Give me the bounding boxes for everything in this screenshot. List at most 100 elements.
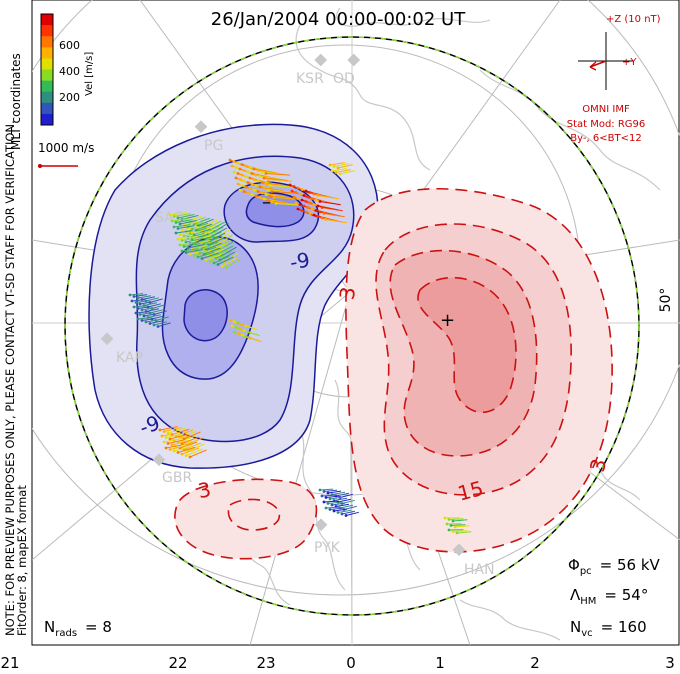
velocity-vector-origin [220,264,224,268]
mlt-label-21: 21 [0,654,19,672]
velocity-vector-origin [188,252,192,256]
velocity-vector-origin [134,301,138,304]
velocity-vector-origin [242,169,246,172]
velocity-vector-origin [182,234,186,238]
velocity-vector [323,213,345,218]
velocity-vector [199,224,216,232]
velocity-vector [215,250,232,259]
velocity-vector [205,242,222,250]
velocity-vector-origin [246,181,250,184]
nrads-symbol: N [44,618,55,636]
neg-contour-core-c [245,192,305,228]
velocity-vector [201,241,218,249]
velocity-vector-origin [248,187,252,190]
velocity-vector-origin [328,163,332,167]
velocity-vector-origin [320,494,324,498]
velocity-vector-origin [246,191,250,195]
pos-contour-label-4: 3 [585,456,611,475]
velocity-vector [327,501,342,504]
velocity-vector-origin [447,528,451,532]
nrads-subscript: rads [55,628,77,639]
velocity-vector [211,249,228,258]
imf-dial: +Z (10 nT) +Y OMNI IMF Stat Mod: RG96 By… [567,14,661,144]
velocity-vector-origin [308,201,312,205]
velocity-vector-origin [184,251,188,254]
velocity-vector-origin [136,296,140,300]
fit-order-note: FitOrder: 8, mapEX format [15,485,29,636]
velocity-vector [271,191,296,194]
pos-contour-label-2: 3 [196,477,213,503]
velocity-vector-origin [292,185,296,188]
velocity-vector [325,495,340,498]
imf-y-label: +Y [622,57,637,68]
velocity-vector-origin [178,243,182,247]
velocity-vector-origin [192,254,196,257]
potential-minimum-marker: – [262,192,271,213]
velocity-vector-origin [224,266,228,269]
colorbar-swatch [41,14,53,26]
velocity-vector [137,317,152,320]
velocity-vector [217,256,234,265]
velocity-vector-origin [264,172,268,175]
velocity-vector [213,244,230,253]
velocity-vector [319,201,341,206]
velocity-vector [139,301,154,305]
velocity-vector-origin [240,184,244,187]
velocity-vector-origin [186,246,190,250]
velocity-vector [175,230,193,234]
velocity-vector-origin [138,313,142,316]
imf-model-line2: By-, 6<BT<12 [570,133,641,144]
velocity-vector-origin [178,233,182,236]
velocity-vector-origin [332,509,336,513]
imf-vector [589,60,607,68]
velocity-vector [203,236,220,244]
velocity-vector-origin [244,175,248,178]
velocity-vector-origin [266,188,270,192]
velocity-vector-origin [196,255,200,259]
phi-subscript: pc [580,566,592,577]
velocity-vector-origin [182,245,186,248]
velocity-vector-origin [292,195,296,199]
velocity-vector [213,255,230,264]
velocity-vector-origin [338,172,342,176]
velocity-vector-origin [288,183,292,187]
velocity-vector [335,492,350,497]
velocity-vector-origin [164,446,168,450]
velocity-vector [183,232,201,237]
velocity-vector-origin [144,320,148,324]
velocity-vector [185,448,203,456]
velocity-vector-origin [176,227,180,230]
velocity-vector [163,426,182,432]
velocity-vector-origin [152,323,156,327]
velocity-vector-origin [184,240,188,244]
velocity-vector-origin [262,187,266,190]
velocity-vector [337,509,352,513]
velocity-vector-origin [304,200,308,203]
velocity-vector [247,331,260,336]
velocity-vectors [128,158,472,535]
station-label-pg: PG [204,138,223,154]
velocity-vector-origin [258,175,262,178]
velocity-vector-origin [260,191,264,195]
velocity-vector [205,253,222,261]
phi-symbol: Φ [568,556,580,574]
velocity-vector-origin [250,193,254,196]
velocity-vector-origin [238,327,242,331]
mlt-label-2: 2 [530,654,540,672]
velocity-vector [452,519,468,522]
velocity-vector-origin [178,222,182,226]
velocity-vector [331,168,347,172]
velocity-vector [169,444,188,450]
velocity-vector-origin [246,170,250,174]
cross-polar-potential: Φpc = 56 kV [568,556,661,577]
velocity-vector-origin [256,169,260,172]
velocity-vector [221,257,238,267]
velocity-vector-origin [300,188,304,191]
nvc-subscript: vc [581,628,592,639]
velocity-vector-origin [238,178,242,181]
velocity-vector [173,445,192,452]
velocity-vector-origin [228,158,232,162]
velocity-vector-origin [272,196,276,199]
preview-note: NOTE: FOR PREVIEW PURPOSES ONLY, PLEASE … [3,120,17,636]
